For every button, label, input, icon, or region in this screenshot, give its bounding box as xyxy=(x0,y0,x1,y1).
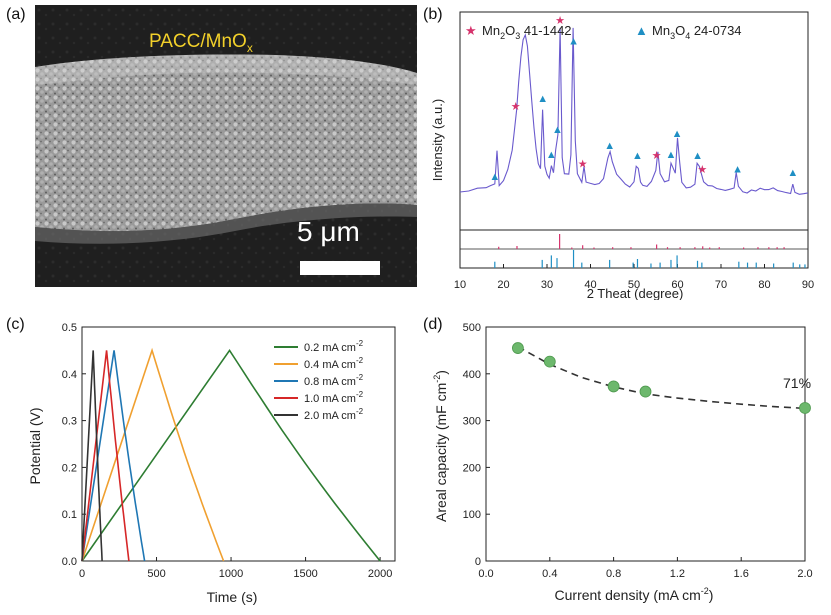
xrd-peak-triangle: ▲ xyxy=(787,167,798,179)
capacity-y-tick-label: 300 xyxy=(463,416,481,428)
capacity-y-tick-label: 0 xyxy=(475,556,481,568)
capacity-point xyxy=(799,402,811,414)
capacity-point xyxy=(607,380,620,393)
gcd-curve xyxy=(81,350,103,562)
capacity-point xyxy=(639,385,652,398)
gcd-legend-label: 2.0 mA cm-2 xyxy=(304,407,364,422)
scale-bar xyxy=(300,261,380,275)
xrd-chart: 10 20 30 40 50 60 70 80 90★★★★★▲▲▲▲▲▲▲ ▲▲▲▲ ▲ ★ Mn… xyxy=(430,11,814,300)
gcd-curve xyxy=(81,350,146,562)
capacity-x-tick-label: 1.2 xyxy=(670,568,685,580)
gcd-y-tick-label: 0.3 xyxy=(62,416,77,428)
xrd-peak-triangle: ▲ xyxy=(489,171,500,183)
capacity-y-tick-label: 500 xyxy=(463,322,481,334)
panel-label-d: (d) xyxy=(423,316,443,333)
xrd-peak-star: ★ xyxy=(578,159,588,171)
xrd-peak-triangle: ▲ xyxy=(537,93,548,105)
gcd-curve xyxy=(81,348,381,562)
xrd-xlabel: 2 Theat (degree) xyxy=(587,286,684,300)
xrd-peak-triangle: ▲ xyxy=(552,124,563,136)
gcd-x-tick-label: 0 xyxy=(79,568,85,580)
xrd-peak-star: ★ xyxy=(697,164,707,176)
capacity-x-tick-label: 0.0 xyxy=(478,568,493,580)
xrd-x-tick-label: 60 xyxy=(671,279,683,291)
capacity-x-tick-label: 0.4 xyxy=(542,568,557,580)
gcd-chart: 0 500 1000 1500 2000 0.0 0.1 0.2 0.3 0.4 0.5 0.2 mA… xyxy=(27,322,396,605)
xrd-peak-triangle: ▲ xyxy=(632,150,643,162)
capacity-x-tick-label: 0.8 xyxy=(606,568,621,580)
legend-triangle-icon: ▲ xyxy=(635,23,648,38)
capacity-xlabel: Current density (mA cm-2) xyxy=(555,586,714,603)
xrd-peak-star: ★ xyxy=(511,101,521,113)
xrd-peak-triangle: ▲ xyxy=(672,128,683,140)
capacity-y-tick-label: 100 xyxy=(463,509,481,521)
sample-label: PACC/MnOx xyxy=(149,31,253,55)
capacity-ylabel: Areal capacity (mF cm-2) xyxy=(432,370,449,522)
sem-image-svg: PACC/MnOx 5 μm xyxy=(35,5,417,287)
xrd-x-tick-label: 70 xyxy=(715,279,727,291)
gcd-y-tick-label: 0.1 xyxy=(62,509,77,521)
gcd-legend-label: 0.4 mA cm-2 xyxy=(304,356,364,371)
xrd-peak-triangle: ▲ xyxy=(666,149,677,161)
gcd-y-tick-label: 0.0 xyxy=(62,556,77,568)
fiber-highlight xyxy=(35,54,417,85)
xrd-ylabel: Intensity (a.u.) xyxy=(430,99,445,181)
gcd-y-tick-label: 0.5 xyxy=(62,322,77,334)
capacity-point xyxy=(543,355,556,368)
gcd-y-tick-label: 0.2 xyxy=(62,462,77,474)
retention-annotation: 71% xyxy=(783,375,811,391)
xrd-x-tick-label: 50 xyxy=(628,279,640,291)
capacity-y-tick-label: 200 xyxy=(463,462,481,474)
xrd-x-tick-label: 40 xyxy=(584,279,596,291)
legend-star-icon: ★ xyxy=(465,23,477,38)
xrd-peak-star: ★ xyxy=(652,150,662,162)
xrd-peak-triangle: ▲ xyxy=(568,35,579,47)
scale-bar-label: 5 μm xyxy=(297,216,360,247)
capacity-fit-line xyxy=(517,346,806,410)
gcd-plot-frame xyxy=(81,326,396,562)
panel-label-b: (b) xyxy=(423,6,443,23)
capacity-point xyxy=(512,342,524,354)
gcd-x-tick-label: 500 xyxy=(147,568,165,580)
gcd-legend-label: 0.2 mA cm-2 xyxy=(304,339,364,354)
xrd-x-tick-label: 10 xyxy=(454,279,466,291)
capacity-x-tick-label: 2.0 xyxy=(797,568,812,580)
sem-image: PACC/MnOx 5 μm xyxy=(35,5,417,287)
xrd-peak-triangle: ▲ xyxy=(692,150,703,162)
xrd-peak-triangle: ▲ xyxy=(604,140,615,152)
xrd-x-tick-label: 20 xyxy=(497,279,509,291)
gcd-curve xyxy=(81,347,225,562)
gcd-ylabel: Potential (V) xyxy=(27,407,43,484)
gcd-xlabel: Time (s) xyxy=(207,589,258,605)
gcd-legend-label: 1.0 mA cm-2 xyxy=(304,390,364,405)
legend-mn2o3: Mn2O3 41-1442 xyxy=(482,23,572,41)
xrd-x-tick-label: 90 xyxy=(802,279,814,291)
xrd-peak-star: ★ xyxy=(555,15,565,27)
capacity-plot-frame xyxy=(485,326,806,562)
capacity-x-tick-label: 1.6 xyxy=(734,568,749,580)
fiber-shadow xyxy=(35,203,417,244)
panel-label-a: (a) xyxy=(6,6,26,23)
gcd-x-tick-label: 1000 xyxy=(219,568,243,580)
xrd-pattern-line xyxy=(459,27,809,195)
xrd-peak-triangle: ▲ xyxy=(732,163,743,175)
panel-label-c: (c) xyxy=(6,316,25,333)
capacity-chart: 0.0 0.4 0.8 1.2 1.6 2.0 0 100 200 300 400 500 71% Ar… xyxy=(432,322,813,603)
gcd-y-tick-label: 0.4 xyxy=(62,369,77,381)
xrd-peak-triangle: ▲ xyxy=(546,149,557,161)
gcd-curve xyxy=(81,350,130,562)
xrd-x-tick-label: 30 xyxy=(541,279,553,291)
capacity-y-tick-label: 400 xyxy=(463,369,481,381)
gcd-x-tick-label: 2000 xyxy=(368,568,392,580)
gcd-x-tick-label: 1500 xyxy=(293,568,317,580)
xrd-x-tick-label: 80 xyxy=(758,279,770,291)
legend-mn3o4: Mn3O4 24-0734 xyxy=(652,23,742,41)
fiber-body xyxy=(35,54,417,232)
gcd-legend-label: 0.8 mA cm-2 xyxy=(304,373,364,388)
